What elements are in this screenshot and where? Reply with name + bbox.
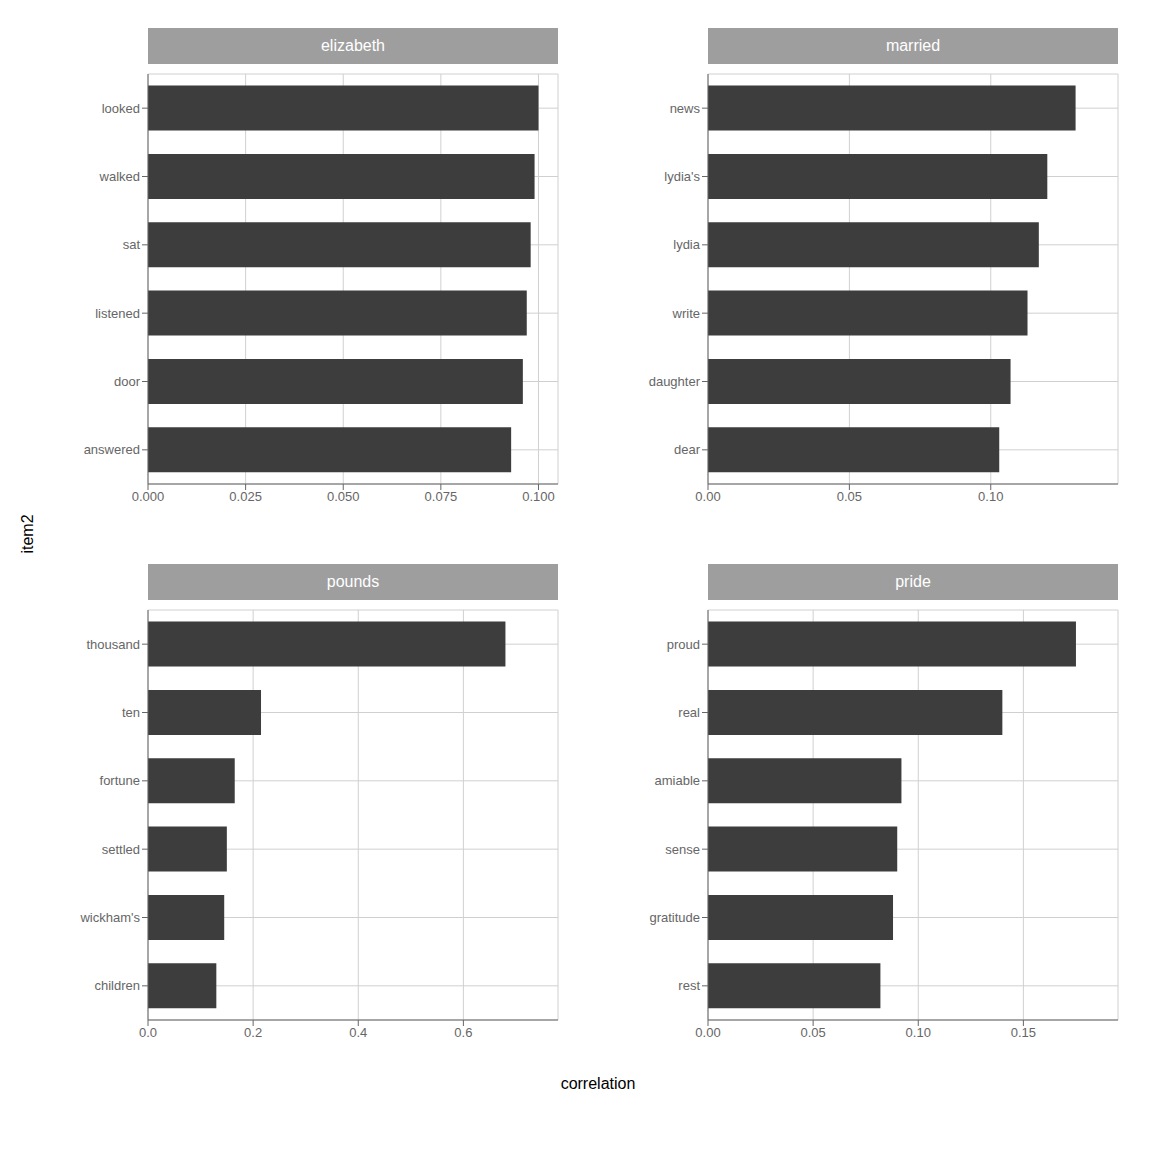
- svg-text:0.100: 0.100: [522, 489, 555, 504]
- svg-text:0.10: 0.10: [906, 1025, 931, 1040]
- svg-text:0.050: 0.050: [327, 489, 360, 504]
- html-text:elizabeth: elizabeth: [321, 37, 385, 54]
- svg-text:fortune: fortune: [100, 773, 140, 788]
- svg-text:news: news: [670, 101, 701, 116]
- svg-text:0.6: 0.6: [454, 1025, 472, 1040]
- svg-text:ten: ten: [122, 705, 140, 720]
- svg-text:0.15: 0.15: [1011, 1025, 1036, 1040]
- svg-text:0.05: 0.05: [837, 489, 862, 504]
- svg-text:real: real: [678, 705, 700, 720]
- svg-text:door: door: [114, 374, 141, 389]
- svg-text:amiable: amiable: [654, 773, 700, 788]
- svg-text:0.00: 0.00: [695, 489, 720, 504]
- svg-text:looked: looked: [102, 101, 140, 116]
- svg-text:walked: walked: [99, 169, 140, 184]
- svg-text:0.075: 0.075: [425, 489, 458, 504]
- html-text:item2: item2: [19, 514, 36, 554]
- svg-text:0.000: 0.000: [132, 489, 165, 504]
- svg-text:write: write: [672, 306, 700, 321]
- svg-text:proud: proud: [667, 637, 700, 652]
- svg-text:dear: dear: [674, 442, 701, 457]
- svg-text:sat: sat: [123, 237, 141, 252]
- svg-text:listened: listened: [95, 306, 140, 321]
- svg-text:answered: answered: [84, 442, 140, 457]
- svg-text:settled: settled: [102, 842, 140, 857]
- svg-text:sense: sense: [665, 842, 700, 857]
- html-text:correlation: correlation: [560, 1075, 636, 1092]
- svg-text:0.4: 0.4: [349, 1025, 367, 1040]
- svg-text:lydia's: lydia's: [664, 169, 700, 184]
- svg-text:0.025: 0.025: [229, 489, 262, 504]
- svg-text:0.2: 0.2: [244, 1025, 262, 1040]
- svg-text:0.10: 0.10: [978, 489, 1003, 504]
- svg-text:0.0: 0.0: [139, 1025, 157, 1040]
- svg-text:daughter: daughter: [649, 374, 701, 389]
- svg-text:0.05: 0.05: [800, 1025, 825, 1040]
- html-text:pounds: pounds: [326, 573, 380, 590]
- svg-text:0.00: 0.00: [695, 1025, 720, 1040]
- svg-text:thousand: thousand: [87, 637, 141, 652]
- svg-text:gratitude: gratitude: [649, 910, 700, 925]
- svg-text:wickham's: wickham's: [79, 910, 140, 925]
- svg-text:lydia: lydia: [673, 237, 701, 252]
- html-text:pride: pride: [895, 573, 931, 590]
- svg-text:children: children: [94, 978, 140, 993]
- svg-text:rest: rest: [678, 978, 700, 993]
- html-text:married: married: [885, 37, 941, 54]
